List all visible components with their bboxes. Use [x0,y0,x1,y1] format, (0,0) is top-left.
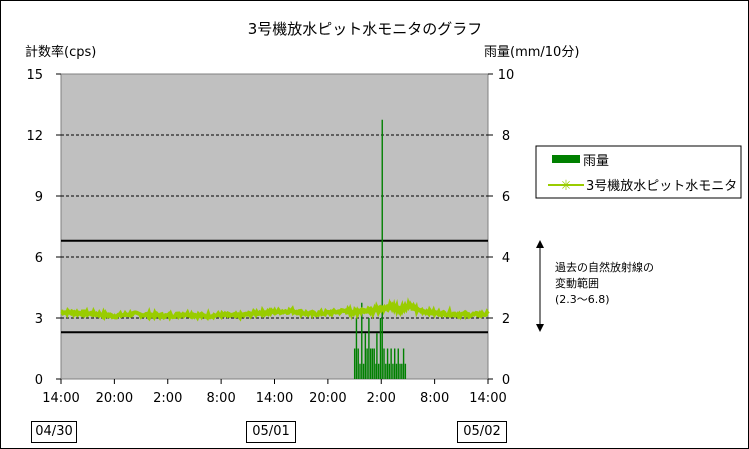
legend-monitor-label: 3号機放水ピット水モニタ [586,179,737,194]
y-right-tick-label: 4 [502,251,510,266]
legend-monitor-marker: ✳ [560,178,572,194]
left-axis-title: 計数率(cps) [25,44,96,60]
x-tick-label: 2:00 [153,391,182,406]
rain-bar [362,363,365,379]
x-tick-label: 20:00 [96,391,133,406]
rain-bar [373,348,375,379]
y-left-tick-label: 9 [35,190,43,205]
rain-bar [393,348,396,379]
rain-bar [392,363,394,379]
rain-bar [383,348,385,379]
legend-rain-label: 雨量 [583,154,609,169]
rain-bar [385,363,387,379]
rain-bar [376,333,378,379]
rain-bar [379,318,382,379]
x-tick-label: 14:00 [256,391,293,406]
y-right-tick-label: 10 [498,68,515,83]
rain-bar [359,363,361,379]
y-right-tick-label: 8 [502,129,510,144]
x-tick-label: 8:00 [207,391,236,406]
x-tick-label: 8:00 [420,391,449,406]
y-right-tick-label: 0 [502,373,510,388]
gridlines [61,134,488,319]
monitor-line [60,297,490,322]
rain-bar [355,318,358,379]
rain-bar [399,363,401,379]
rain-bar [368,318,370,379]
rain-bar [369,348,372,379]
y-left-tick-label: 15 [26,68,43,83]
monitor-series [60,297,490,322]
range-note-line-2: 変動範囲 [555,276,599,290]
rain-bar [401,363,403,379]
chart-title: 3号機放水ピット水モニタのグラフ [248,20,483,38]
y-left-tick-label: 6 [35,251,43,266]
rain-bar [386,348,389,379]
x-tick-label: 14:00 [42,391,79,406]
rain-bar [366,348,368,379]
axis-ticks [56,73,493,384]
rain-bar [377,363,380,379]
x-tick-label: 14:00 [469,391,506,406]
rain-bar [397,348,399,379]
y-right-tick-label: 6 [502,190,510,205]
rain-bar [375,363,377,379]
rain-bar [364,333,367,379]
y-left-tick-label: 3 [35,312,43,327]
legend-box [535,145,742,199]
rain-bar [353,348,356,379]
date-label-3: 05/02 [457,421,507,443]
rain-bar [381,119,383,379]
range-arrow-bottom [536,324,544,332]
rain-bar [371,348,374,379]
legend-rain-swatch [552,155,580,163]
rain-bar [390,348,392,379]
rain-bar [357,348,359,379]
rain-bar [402,348,405,379]
x-tick-label: 20:00 [309,391,346,406]
right-axis-title: 雨量(mm/10分) [484,45,579,60]
rain-bar [404,363,407,379]
range-note-line-3: (2.3～6.8) [555,293,610,306]
plot-area [60,73,489,380]
rain-bar [361,302,363,379]
range-arrow-top [536,240,544,248]
rain-bar [395,363,398,379]
x-tick-label: 2:00 [367,391,396,406]
y-right-tick-label: 2 [502,312,510,327]
rain-bar [388,363,391,379]
date-label-1: 04/30 [31,421,77,443]
y-left-tick-label: 12 [26,129,43,144]
date-label-2: 05/01 [246,421,296,443]
tick-labels: 0 3 6 9 12 15 0 2 4 6 8 10 14:00 20:00 2:00 8:00 14:00 20… [26,68,514,406]
range-note-line-1: 過去の自然放射線の [555,260,654,274]
y-left-tick-label: 0 [35,373,43,388]
rain-bars [353,119,407,379]
reference-lines [61,239,488,334]
